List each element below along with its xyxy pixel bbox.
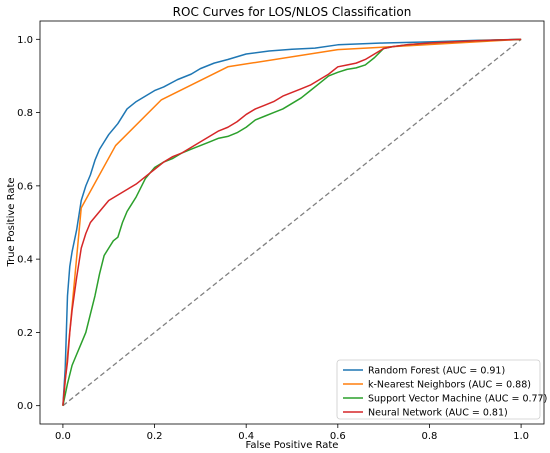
diagonal-layer <box>62 38 522 407</box>
roc-curve-2 <box>62 38 522 406</box>
legend-box <box>336 359 541 420</box>
legend: Random Forest (AUC = 0.91) k-Nearest Neig… <box>336 359 547 420</box>
x-tick-label: 0.0 <box>55 431 71 442</box>
legend-items: Random Forest (AUC = 0.91) k-Nearest Neig… <box>343 366 547 419</box>
legend-label-0: Random Forest (AUC = 0.91) <box>368 366 505 377</box>
plot-area <box>39 20 545 425</box>
y-tick-label: 0.4 <box>17 255 33 266</box>
legend-label-2: Support Vector Machine (AUC = 0.77) <box>368 394 547 405</box>
roc-curve-3 <box>62 38 522 406</box>
y-axis-ticks: 0.0 0.2 0.4 0.6 0.8 1.0 <box>17 35 40 412</box>
y-axis-label: True Positive Rate <box>6 177 17 267</box>
y-tick-label: 0.6 <box>17 181 33 192</box>
roc-curve-0 <box>62 38 522 406</box>
x-tick-label: 0.6 <box>330 431 346 442</box>
series-layer <box>62 38 522 406</box>
y-tick-label: 0.8 <box>17 108 33 119</box>
x-tick-label: 0.2 <box>147 431 163 442</box>
x-axis-label: False Positive Rate <box>246 440 339 451</box>
roc-curve-1 <box>62 38 522 406</box>
y-tick-label: 1.0 <box>17 35 33 46</box>
y-tick-label: 0.2 <box>17 328 33 339</box>
legend-label-1: k-Nearest Neighbors (AUC = 0.88) <box>368 380 531 391</box>
legend-label-3: Neural Network (AUC = 0.81) <box>368 408 508 419</box>
diagonal-reference-line <box>62 38 522 407</box>
x-tick-label: 1.0 <box>513 431 529 442</box>
chart-title: ROC Curves for LOS/NLOS Classification <box>173 5 412 19</box>
x-tick-label: 0.8 <box>422 431 438 442</box>
y-tick-label: 0.0 <box>17 401 33 412</box>
x-tick-label: 0.4 <box>238 431 254 442</box>
x-axis-ticks: 0.0 0.2 0.4 0.6 0.8 1.0 <box>55 424 529 442</box>
plot-frame <box>39 20 545 425</box>
